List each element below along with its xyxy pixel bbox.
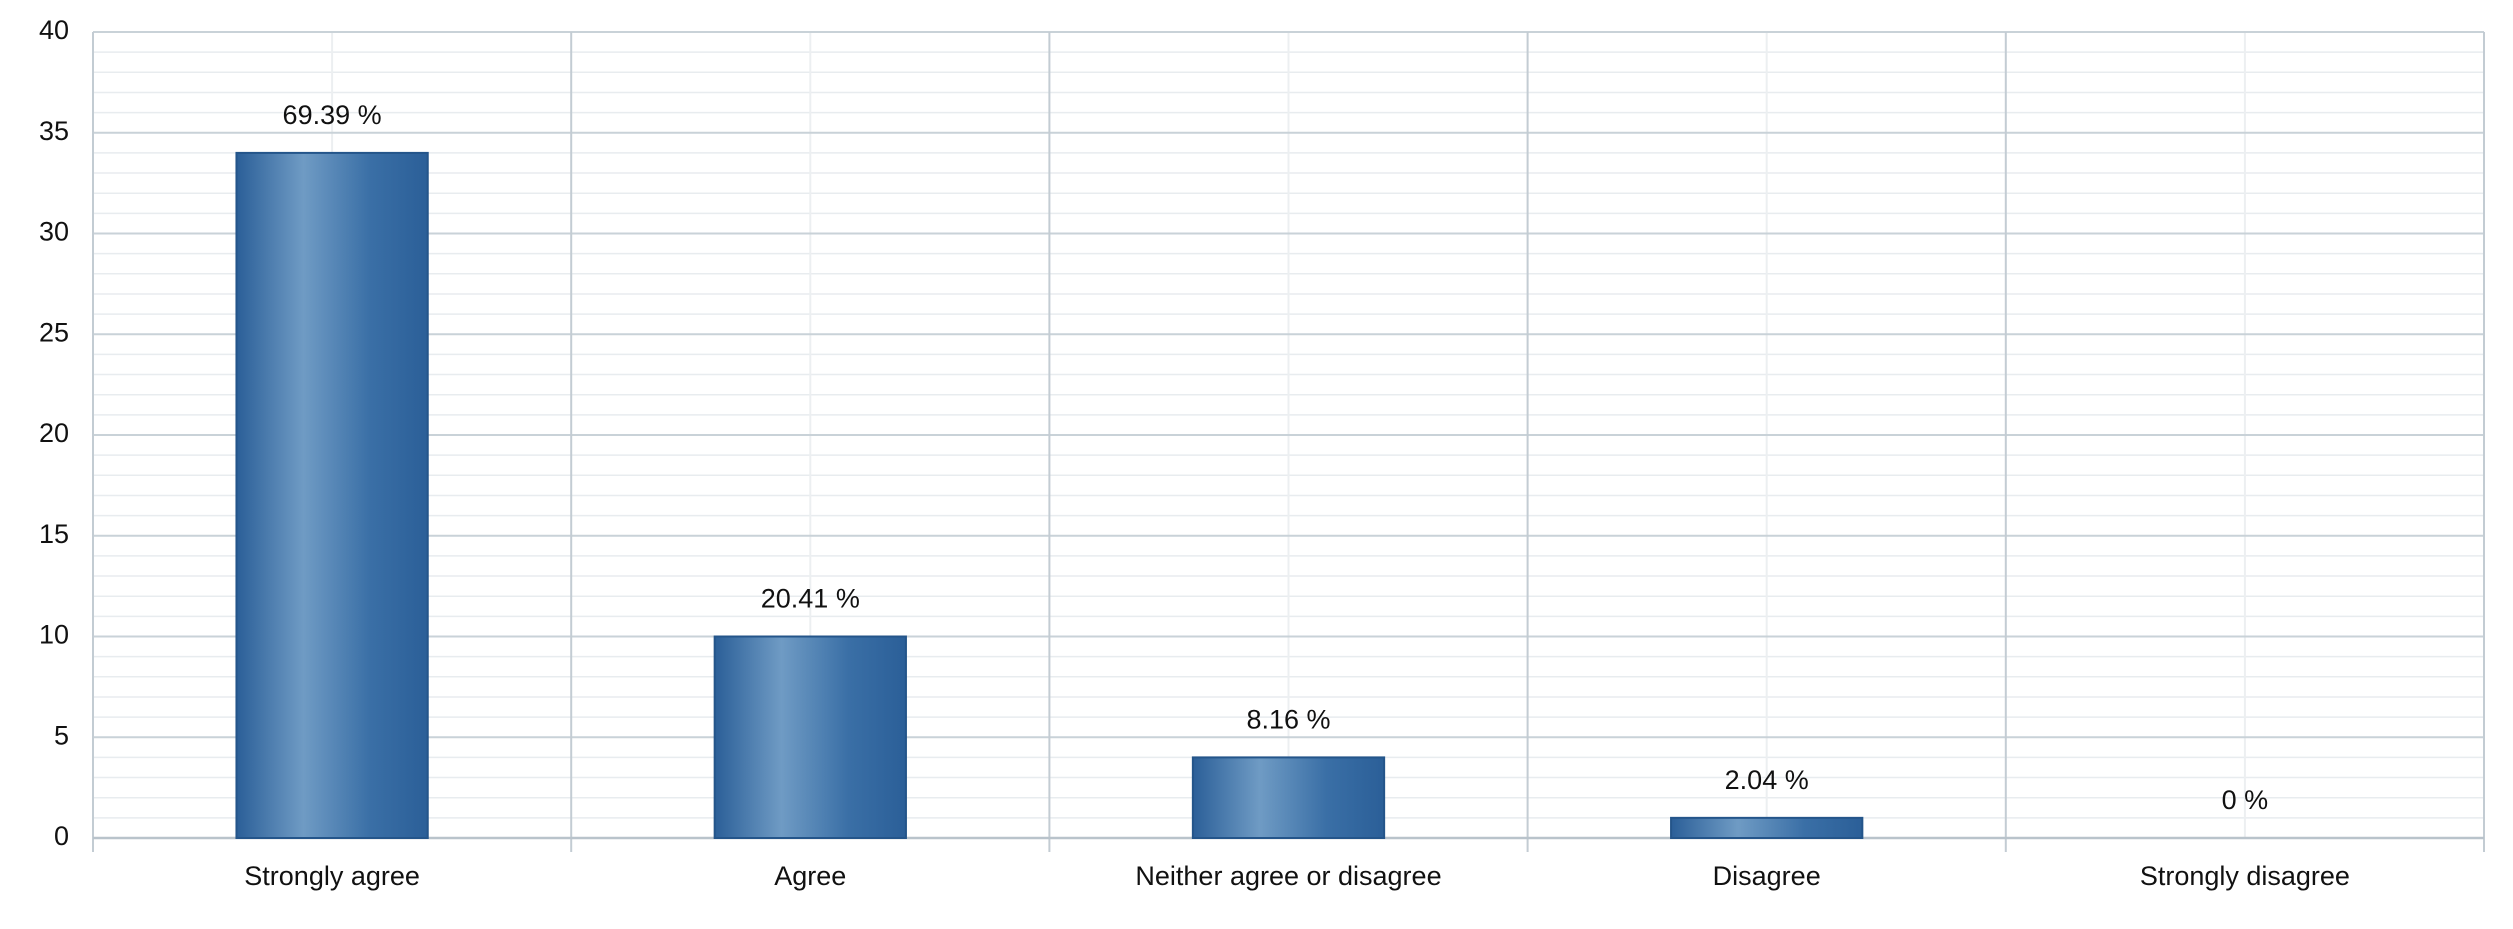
data-label: 20.41 % [761, 584, 860, 614]
data-label: 0 % [2222, 785, 2269, 815]
y-tick-label: 40 [39, 15, 69, 45]
x-tick-label: Neither agree or disagree [1135, 861, 1441, 891]
bar [713, 635, 907, 839]
y-tick-label: 10 [39, 620, 69, 650]
x-tick-label: Strongly agree [244, 861, 420, 891]
y-tick-label: 30 [39, 217, 69, 247]
y-tick-label: 15 [39, 519, 69, 549]
x-tick-label: Disagree [1713, 861, 1821, 891]
y-tick-label: 5 [54, 720, 69, 750]
data-label: 2.04 % [1725, 765, 1809, 795]
bar [1191, 756, 1386, 840]
y-tick-label: 0 [54, 821, 69, 851]
x-tick-label: Agree [774, 861, 846, 891]
x-tick-label: Strongly disagree [2140, 861, 2350, 891]
bar [1670, 816, 1864, 839]
y-tick-label: 25 [39, 317, 69, 347]
bar [235, 151, 429, 839]
data-label: 69.39 % [283, 100, 382, 130]
grid: 0 5 10 15 20 25 30 35 40 [39, 15, 2485, 852]
y-tick-label: 20 [39, 418, 69, 448]
data-label: 8.16 % [1246, 705, 1330, 735]
y-tick-label: 35 [39, 116, 69, 146]
marks: Strongly agree 69.39 % Agree 20.41 % Neither… [235, 100, 2350, 891]
